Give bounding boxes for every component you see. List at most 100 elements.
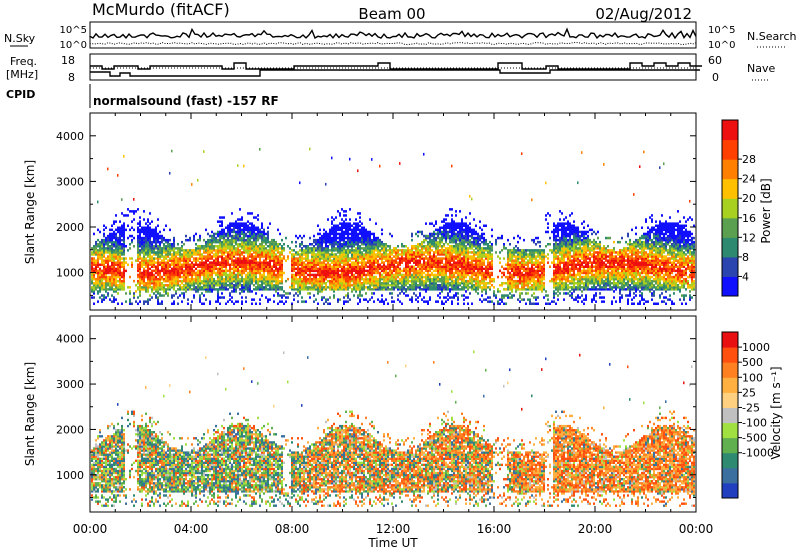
range-cell <box>201 288 203 291</box>
range-cell <box>255 263 257 266</box>
range-cell <box>337 228 339 232</box>
range-cell <box>195 257 197 260</box>
range-cell <box>203 245 205 248</box>
range-cell <box>213 247 215 250</box>
range-cell <box>335 269 337 273</box>
range-cell <box>399 162 401 165</box>
range-cell <box>331 216 333 219</box>
range-cell <box>141 236 143 240</box>
range-cell <box>321 249 323 252</box>
range-cell <box>129 243 131 246</box>
range-cell <box>223 228 225 232</box>
range-cell <box>439 253 441 256</box>
range-cell <box>185 234 187 238</box>
range-cell <box>243 249 245 252</box>
range-cell <box>201 259 203 262</box>
range-cell <box>163 271 165 275</box>
range-cell <box>247 271 249 275</box>
range-cell <box>409 251 411 254</box>
range-cell <box>263 271 265 275</box>
range-cell <box>343 255 345 258</box>
range-cell <box>217 269 219 273</box>
range-cell <box>317 259 319 262</box>
range-cell <box>379 253 381 256</box>
range-cell <box>433 230 435 234</box>
range-cell <box>347 275 349 279</box>
range-cell <box>455 265 457 268</box>
range-cell <box>323 277 325 281</box>
range-cell <box>427 249 429 252</box>
range-cell <box>153 230 155 234</box>
range-cell <box>349 251 351 254</box>
range-cell <box>397 253 399 256</box>
range-cell <box>229 277 231 281</box>
range-cell <box>349 240 351 244</box>
range-cell <box>137 251 139 254</box>
range-cell <box>271 243 273 246</box>
range-cell <box>371 247 373 250</box>
range-cell <box>235 263 237 266</box>
range-cell <box>465 240 467 244</box>
range-cell <box>423 282 425 285</box>
range-cell <box>359 290 361 293</box>
range-cell <box>159 255 161 258</box>
range-cell <box>115 271 117 275</box>
range-cell <box>463 277 465 281</box>
range-cell <box>345 257 347 260</box>
range-cell <box>107 255 109 258</box>
range-cell <box>441 302 443 305</box>
range-cell <box>435 273 437 277</box>
range-cell <box>123 253 125 256</box>
range-cell <box>447 230 449 234</box>
range-cell <box>105 243 107 246</box>
range-cell <box>341 265 343 268</box>
range-cell <box>221 284 223 287</box>
range-cell <box>467 273 469 277</box>
range-cell <box>437 236 439 240</box>
range-cell <box>319 279 321 283</box>
range-cell <box>323 267 325 271</box>
range-cell <box>335 253 337 256</box>
range-cell <box>325 275 327 279</box>
range-cell <box>281 247 283 250</box>
range-cell <box>279 282 281 285</box>
range-cell <box>451 238 453 242</box>
range-cell <box>363 236 365 240</box>
range-cell <box>391 288 393 291</box>
range-cell <box>139 245 141 248</box>
range-cell <box>315 259 317 262</box>
range-cell <box>115 255 117 258</box>
range-cell <box>275 257 277 260</box>
range-cell <box>417 259 419 262</box>
range-cell <box>153 261 155 264</box>
range-cell <box>143 249 145 252</box>
range-cell <box>111 238 113 242</box>
range-cell <box>273 259 275 262</box>
range-cell <box>331 255 333 258</box>
range-cell <box>215 253 217 256</box>
range-cell <box>463 243 465 246</box>
range-cell <box>227 226 229 229</box>
range-cell <box>213 286 215 289</box>
range-cell <box>295 253 297 256</box>
range-cell <box>279 232 281 236</box>
range-cell <box>225 269 227 273</box>
range-cell <box>385 245 387 248</box>
range-cell <box>269 273 271 277</box>
range-cell <box>339 265 341 268</box>
range-cell <box>351 238 353 242</box>
range-cell <box>195 232 197 236</box>
range-cell <box>151 232 153 236</box>
range-cell <box>113 265 115 268</box>
range-cell <box>225 277 227 281</box>
range-cell <box>129 234 131 238</box>
range-cell <box>103 286 105 289</box>
range-cell <box>407 273 409 277</box>
range-cell <box>213 267 215 271</box>
range-cell <box>267 282 269 285</box>
range-cell <box>331 232 333 236</box>
range-cell <box>467 224 469 227</box>
range-cell <box>353 273 355 277</box>
range-cell <box>255 271 257 275</box>
range-cell <box>253 261 255 264</box>
